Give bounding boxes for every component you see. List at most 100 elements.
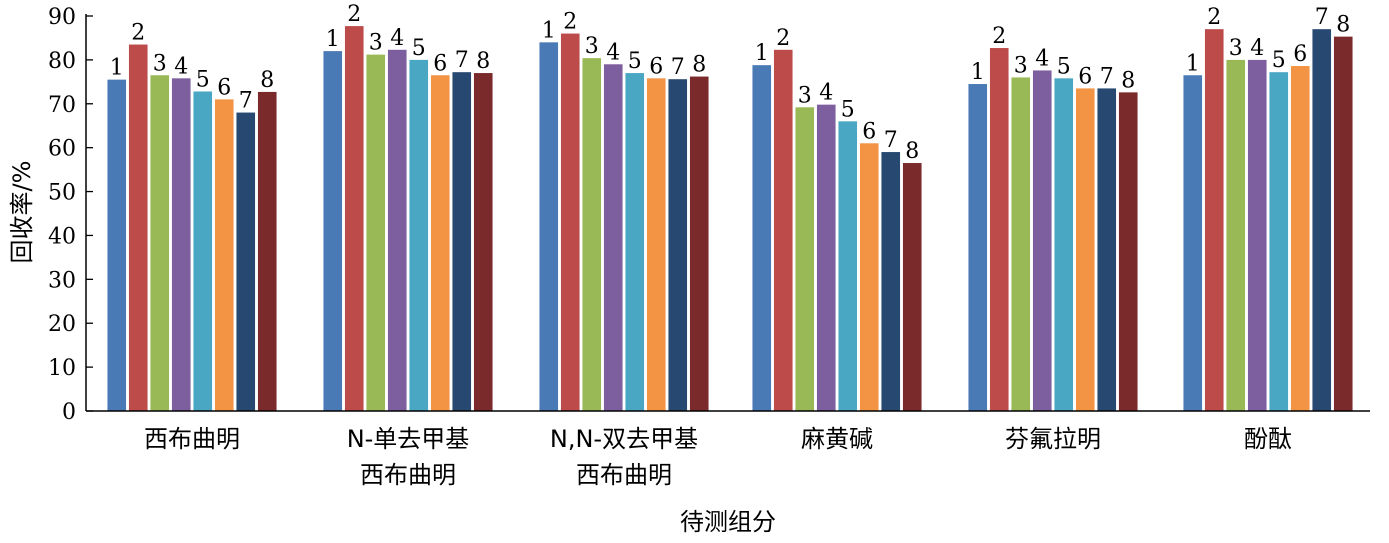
y-tick-label: 60 — [48, 137, 76, 162]
y-tick-label: 30 — [48, 268, 76, 293]
bar — [236, 112, 256, 412]
bar — [989, 48, 1009, 412]
bar-series-label: 7 — [1315, 5, 1329, 30]
bar-series-label: 4 — [390, 26, 404, 51]
bar-series-label: 8 — [905, 139, 919, 164]
bar — [473, 73, 493, 412]
bar-series-label: 6 — [862, 119, 876, 144]
bar — [603, 64, 623, 412]
x-category-label: 酚酞 — [1244, 425, 1292, 453]
y-tick-label: 0 — [62, 400, 76, 425]
bar — [1075, 88, 1095, 412]
bar — [150, 75, 170, 411]
x-category-label: 西布曲明 — [576, 461, 672, 489]
bar — [1183, 75, 1203, 411]
y-tick-label: 10 — [48, 356, 76, 381]
bar-series-label: 3 — [369, 31, 383, 56]
bar-series-label: 5 — [1057, 54, 1071, 79]
bar — [1118, 92, 1138, 411]
bar — [323, 51, 343, 411]
bar-series-label: 2 — [992, 24, 1006, 49]
bar-series-label: 6 — [1078, 64, 1092, 89]
bar-series-label: 8 — [1121, 68, 1135, 93]
x-category-label: 麻黄碱 — [801, 425, 873, 453]
y-tick-label: 50 — [48, 181, 76, 206]
bar-series-label: 3 — [1014, 53, 1028, 78]
bar-series-label: 1 — [542, 18, 556, 43]
bar-series-label: 4 — [174, 54, 188, 79]
bar-series-label: 8 — [692, 53, 706, 78]
bar — [795, 107, 815, 412]
bar — [1312, 29, 1332, 412]
bar-series-label: 8 — [476, 49, 490, 74]
bar — [668, 79, 688, 411]
bar-series-label: 4 — [819, 81, 833, 106]
bar — [560, 33, 580, 412]
y-tick-label: 40 — [48, 224, 76, 249]
bar-series-label: 5 — [412, 36, 426, 61]
bar — [214, 99, 234, 411]
bar — [1204, 29, 1224, 412]
bar-series-label: 4 — [606, 40, 620, 65]
bar-series-label: 6 — [217, 75, 231, 100]
bar — [859, 143, 879, 411]
bar-series-label: 3 — [585, 34, 599, 59]
bar — [539, 42, 559, 411]
bar — [881, 152, 901, 412]
bar — [1097, 88, 1117, 412]
bar — [773, 49, 793, 412]
x-axis-title: 待测组分 — [680, 508, 776, 536]
bar — [1290, 66, 1310, 412]
bar — [128, 44, 148, 412]
bar — [1247, 59, 1267, 412]
bar — [816, 104, 836, 412]
bars — [107, 26, 1353, 412]
bar — [366, 54, 386, 411]
bar-series-label: 6 — [433, 51, 447, 76]
bar — [625, 73, 645, 412]
bar-series-label: 6 — [1293, 42, 1307, 67]
bar-series-label: 3 — [153, 51, 167, 76]
bar-series-label: 3 — [798, 83, 812, 108]
bar — [171, 78, 191, 412]
bar-series-label: 2 — [131, 21, 145, 46]
bar — [902, 163, 922, 411]
y-tick-label: 80 — [48, 49, 76, 74]
bar-series-label: 2 — [563, 10, 577, 35]
bar-series-label: 8 — [260, 68, 274, 93]
bar-series-label: 2 — [347, 2, 361, 27]
y-axis: 0 10 20 30 40 50 60 70 80 90 — [48, 5, 93, 425]
bar-series-label: 1 — [971, 60, 985, 85]
bar-series-label: 7 — [455, 48, 469, 73]
x-category-label: N-单去甲基 — [347, 425, 470, 453]
y-axis-title: 回收率/% — [8, 161, 36, 264]
bar — [107, 79, 127, 411]
bar-series-label: 3 — [1229, 36, 1243, 61]
bar — [1032, 70, 1052, 411]
x-category-label: 西布曲明 — [144, 425, 240, 453]
bar — [193, 91, 213, 411]
x-category-label: 芬氟拉明 — [1005, 425, 1101, 453]
y-tick-label: 70 — [48, 93, 76, 118]
bar-series-label: 5 — [1272, 48, 1286, 73]
bar — [1269, 72, 1289, 411]
bar-series-label: 8 — [1336, 13, 1350, 38]
bar-series-label: 5 — [628, 49, 642, 74]
x-category-label: N,N-双去甲基 — [550, 425, 698, 453]
bar — [344, 26, 364, 411]
bar — [646, 78, 666, 412]
bar-series-label: 6 — [649, 54, 663, 79]
bar — [752, 65, 772, 412]
bar — [1333, 36, 1353, 411]
bar-series-label: 1 — [1186, 51, 1200, 76]
bar-series-label: 7 — [671, 55, 685, 80]
bar-series-label: 5 — [841, 97, 855, 122]
y-tick-label: 90 — [48, 5, 76, 30]
bar-series-label: 4 — [1035, 46, 1049, 71]
bar — [1011, 77, 1031, 411]
bar — [409, 59, 429, 412]
bar — [430, 75, 450, 411]
bar — [968, 84, 988, 412]
